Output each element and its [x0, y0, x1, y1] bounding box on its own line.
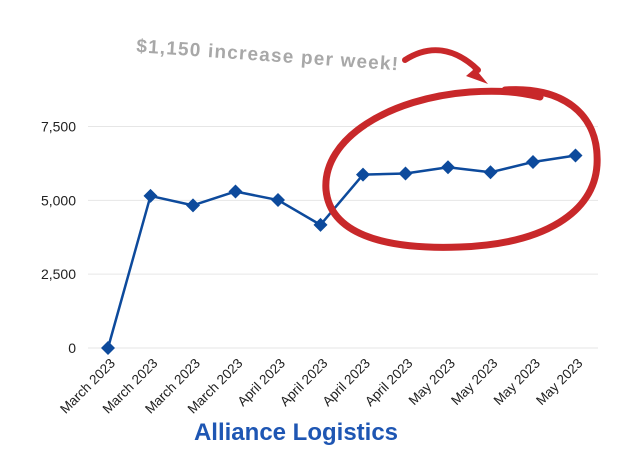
- footer-title: Alliance Logistics: [194, 419, 398, 446]
- series-line-layer: [106, 154, 576, 349]
- data-point-marker: [526, 154, 540, 169]
- data-point-marker: [271, 193, 285, 208]
- x-tick-label: May 2023: [533, 356, 586, 409]
- data-point-marker: [313, 217, 328, 232]
- data-point-marker: [356, 167, 370, 182]
- series-markers: [101, 148, 583, 355]
- data-point-marker: [568, 148, 583, 163]
- annotation-text: $1,150 increase per week!: [136, 36, 400, 75]
- y-tick-label: 7,500: [41, 119, 76, 135]
- data-point-marker: [483, 165, 498, 180]
- series-line: [106, 154, 576, 349]
- annotation-arrow: [402, 47, 488, 84]
- y-tick-label: 0: [68, 340, 76, 356]
- y-tick-label: 5,000: [41, 192, 76, 208]
- data-point-marker: [398, 166, 413, 181]
- data-point-marker: [228, 184, 243, 199]
- y-tick-label: 2,500: [41, 266, 76, 282]
- y-axis-tick-labels: 0 2,500 5,000 7,500: [41, 119, 76, 356]
- data-point-marker: [441, 160, 455, 175]
- data-point-marker: [186, 198, 200, 213]
- data-point-marker: [101, 341, 115, 355]
- annotation-circle: [322, 86, 601, 251]
- data-point-marker: [143, 188, 158, 203]
